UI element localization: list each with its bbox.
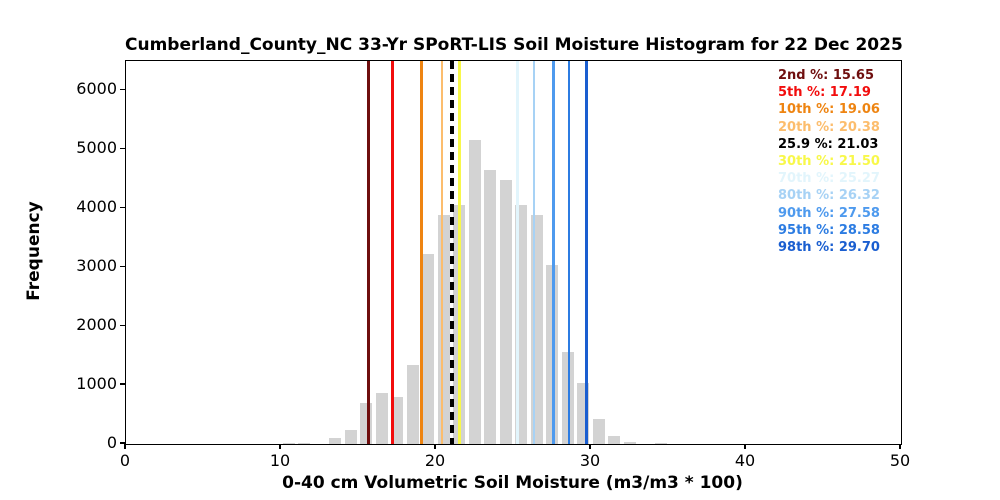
histogram-bar — [437, 214, 450, 444]
histogram-bar — [530, 214, 543, 444]
x-tick-label: 40 — [734, 451, 756, 470]
x-tick-label: 10 — [269, 451, 291, 470]
chart-title: Cumberland_County_NC 33-Yr SPoRT-LIS Soi… — [125, 35, 903, 55]
percentile-line — [391, 61, 394, 444]
histogram-bar — [375, 392, 388, 444]
legend-entry: 90th %: 27.58 — [778, 205, 880, 221]
histogram-bar — [391, 397, 404, 444]
x-tick-label: 0 — [119, 451, 131, 470]
legend-entry: 2nd %: 15.65 — [778, 68, 875, 83]
histogram-bar — [298, 442, 311, 444]
x-tick-mark — [279, 444, 281, 450]
legend-entry: 20th %: 20.38 — [778, 119, 880, 135]
y-tick-label: 4000 — [76, 197, 117, 217]
x-tick-mark — [589, 444, 591, 450]
plot-area — [125, 60, 902, 445]
percentile-line — [440, 61, 444, 444]
legend-entry: 80th %: 26.32 — [778, 188, 880, 204]
percentile-line — [420, 61, 423, 444]
histogram-bar — [515, 205, 528, 444]
legend-entry: 98th %: 29.70 — [778, 239, 880, 255]
histogram-bar — [344, 429, 357, 444]
histogram-bar — [468, 139, 481, 444]
y-tick-label: 2000 — [76, 315, 117, 335]
y-tick-mark — [120, 88, 125, 91]
y-tick-label: 5000 — [76, 138, 117, 158]
histogram-bar — [608, 436, 621, 444]
y-tick-mark — [120, 206, 125, 208]
legend-entry: 95th %: 28.58 — [778, 222, 880, 238]
histogram-bar — [654, 442, 667, 444]
histogram-bar — [329, 438, 342, 444]
x-tick-mark — [899, 444, 901, 450]
histogram-bar — [484, 170, 497, 444]
y-tick-mark — [120, 442, 125, 444]
percentile-line — [516, 61, 519, 444]
percentile-line — [367, 61, 370, 444]
percentile-line-dashed — [450, 61, 454, 444]
legend-entry: 5th %: 17.19 — [778, 85, 871, 101]
y-tick-mark — [120, 324, 125, 326]
x-tick-mark — [124, 444, 126, 450]
histogram-bar — [422, 254, 435, 444]
histogram-bar — [577, 383, 590, 444]
legend-entry: 10th %: 19.06 — [778, 102, 880, 118]
x-tick-label: 50 — [889, 451, 911, 470]
percentile-line — [552, 61, 555, 444]
y-tick-label: 1000 — [76, 374, 117, 394]
histogram-bar — [623, 441, 636, 444]
percentile-line — [532, 61, 536, 444]
x-tick-mark — [434, 444, 436, 450]
histogram-bar — [282, 442, 295, 444]
x-tick-mark — [744, 444, 746, 450]
y-tick-label: 3000 — [76, 256, 117, 276]
percentile-line — [457, 61, 461, 444]
y-tick-mark — [120, 265, 125, 267]
x-axis-label: 0-40 cm Volumetric Soil Moisture (m3/m3 … — [282, 473, 743, 493]
y-axis-label: Frequency — [24, 201, 44, 301]
legend-entry: 25.9 %: 21.03 — [778, 136, 879, 152]
legend-entry: 70th %: 25.27 — [778, 171, 880, 187]
y-tick-mark — [120, 147, 125, 150]
y-tick-label: 0 — [106, 433, 117, 452]
y-tick-label: 6000 — [76, 79, 117, 99]
x-tick-label: 20 — [424, 451, 446, 470]
legend-entry: 30th %: 21.50 — [778, 153, 880, 169]
histogram-bar — [592, 419, 605, 444]
histogram-bar — [499, 180, 512, 444]
percentile-line — [585, 61, 588, 444]
y-tick-mark — [120, 383, 125, 385]
histogram-bar — [406, 365, 419, 444]
percentile-line — [567, 61, 571, 444]
histogram-bar — [360, 403, 373, 444]
x-tick-label: 30 — [579, 451, 601, 470]
legend: 2nd %: 15.65 5th %: 17.19 10th %: 19.06 20t… — [778, 67, 880, 256]
